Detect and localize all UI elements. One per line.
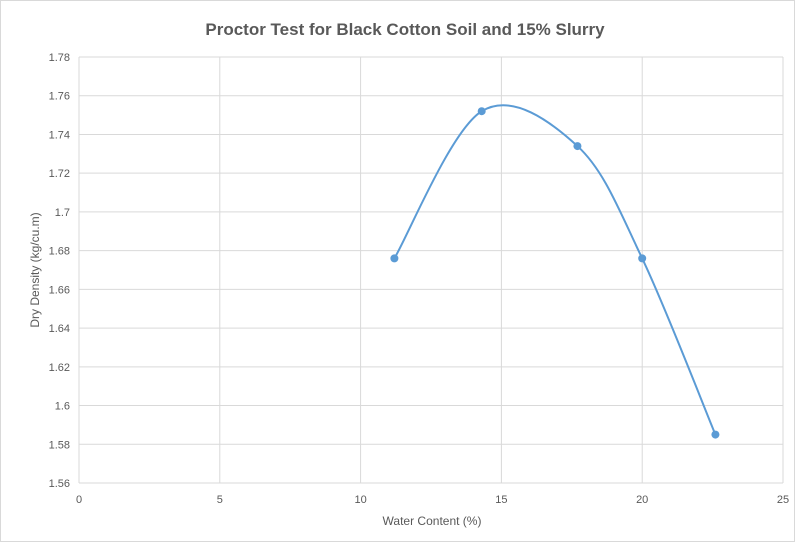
- series-line: [393, 104, 717, 435]
- x-tick-label: 0: [76, 494, 82, 506]
- y-tick-label: 1.78: [49, 52, 70, 64]
- y-tick-label: 1.74: [49, 129, 70, 141]
- x-tick-label: 5: [217, 494, 223, 506]
- data-point: [390, 254, 399, 263]
- x-tick-label: 20: [636, 494, 648, 506]
- data-point: [711, 430, 720, 439]
- y-tick-label: 1.62: [49, 362, 70, 374]
- tick-labels: 1.56 1.58 1.6 1.62 1.64 1.66 1.68 1.7 1.72 1.74 1.…: [49, 52, 790, 506]
- gridlines: [78, 56, 784, 484]
- y-tick-label: 1.7: [55, 207, 70, 219]
- x-tick-label: 25: [777, 494, 789, 506]
- x-axis-label: Water Content (%): [383, 514, 482, 528]
- data-point: [477, 107, 486, 116]
- y-tick-label: 1.56: [49, 478, 70, 490]
- y-tick-label: 1.72: [49, 168, 70, 180]
- y-tick-label: 1.76: [49, 91, 70, 103]
- y-tick-label: 1.66: [49, 284, 70, 296]
- data-point: [638, 254, 647, 263]
- y-tick-label: 1.6: [55, 401, 70, 413]
- y-axis-label: Dry Density (kg/cu.m): [28, 212, 42, 327]
- y-tick-label: 1.68: [49, 246, 70, 258]
- y-tick-label: 1.58: [49, 439, 70, 451]
- chart-title: Proctor Test for Black Cotton Soil and 1…: [205, 20, 605, 39]
- x-tick-label: 15: [495, 494, 507, 506]
- x-tick-label: 10: [354, 494, 366, 506]
- data-points: [390, 107, 720, 439]
- y-tick-label: 1.64: [49, 323, 70, 335]
- data-point: [573, 142, 582, 151]
